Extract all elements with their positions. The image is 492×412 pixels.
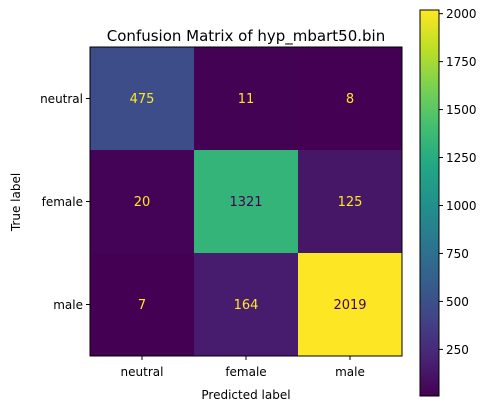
- heatmap-cell-labels: 475 11 8 20 1321 125 7 164 2019: [130, 92, 367, 313]
- heatmap-cells: [90, 47, 403, 357]
- colorbar-tick-label: 1000: [446, 199, 477, 213]
- cell-value-label: 475: [130, 92, 155, 107]
- heatmap-cell: [90, 150, 195, 254]
- colorbar: [419, 9, 440, 397]
- y-tick-label: female: [42, 195, 83, 209]
- cell-value-label: 20: [134, 195, 151, 210]
- cell-value-label: 7: [138, 298, 146, 313]
- heatmap-cell: [298, 253, 403, 357]
- heatmap-cell: [298, 150, 403, 254]
- x-tick-label: male: [335, 365, 365, 379]
- heatmap-cell: [90, 253, 195, 357]
- heatmap-cell: [194, 150, 299, 254]
- cell-value-label: 1321: [229, 195, 262, 210]
- x-tick-label: neutral: [121, 365, 164, 379]
- chart-title: Confusion Matrix of hyp_mbart50.bin: [107, 27, 385, 46]
- x-axis-label: Predicted label: [201, 388, 290, 402]
- colorbar-tick-label: 1250: [446, 151, 477, 165]
- cell-value-label: 8: [346, 92, 354, 107]
- x-axis-ticks: neutral female male: [121, 356, 365, 379]
- colorbar-tick-label: 750: [446, 247, 469, 261]
- y-axis-label: True label: [9, 173, 23, 232]
- colorbar-tick-label: 250: [446, 343, 469, 357]
- cell-value-label: 11: [238, 92, 255, 107]
- colorbar-tick-label: 1500: [446, 103, 477, 117]
- colorbar-tick-label: 1750: [446, 55, 477, 69]
- colorbar-ticks: 250 500 750 1000 1250 1500 1750 2000: [439, 7, 477, 357]
- colorbar-tick-label: 2000: [446, 7, 477, 21]
- heatmap-cell: [298, 47, 403, 151]
- colorbar-tick-label: 500: [446, 295, 469, 309]
- x-tick-label: female: [225, 365, 266, 379]
- heatmap-cell: [90, 47, 195, 151]
- y-tick-label: male: [53, 298, 83, 312]
- cell-value-label: 164: [234, 298, 259, 313]
- y-axis-ticks: neutral female male: [40, 92, 90, 312]
- heatmap-cell: [194, 253, 299, 357]
- cell-value-label: 2019: [333, 298, 366, 313]
- cell-value-label: 125: [338, 195, 363, 210]
- y-tick-label: neutral: [40, 92, 83, 106]
- heatmap-cell: [194, 47, 299, 151]
